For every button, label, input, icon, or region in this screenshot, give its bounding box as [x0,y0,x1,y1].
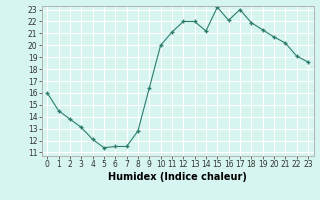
X-axis label: Humidex (Indice chaleur): Humidex (Indice chaleur) [108,172,247,182]
